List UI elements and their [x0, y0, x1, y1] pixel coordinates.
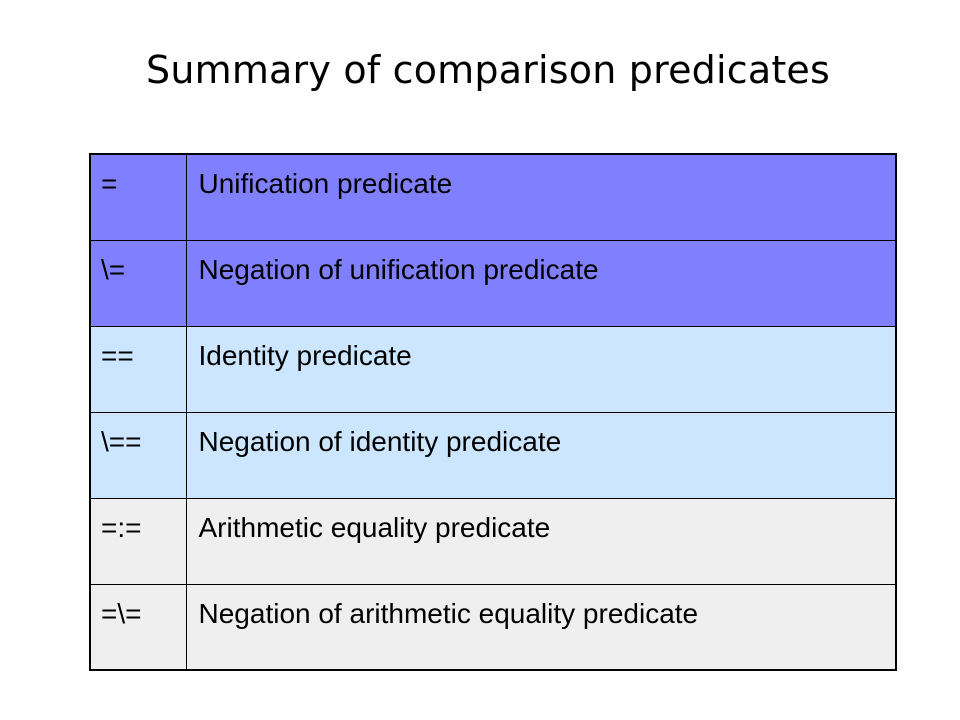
predicate-description: Identity predicate: [185, 325, 897, 413]
comparison-predicates-table: = Unification predicate \= Negation of u…: [89, 153, 897, 671]
predicate-description: Arithmetic equality predicate: [185, 497, 897, 585]
predicate-symbol: \==: [89, 411, 187, 499]
predicate-symbol: ==: [89, 325, 187, 413]
table-row: =\= Negation of arithmetic equality pred…: [89, 583, 897, 671]
predicate-symbol: =: [89, 153, 187, 241]
table-row: =:= Arithmetic equality predicate: [89, 497, 897, 585]
table-row: == Identity predicate: [89, 325, 897, 413]
slide-title: Summary of comparison predicates: [146, 48, 830, 92]
predicate-description: Negation of unification predicate: [185, 239, 897, 327]
predicate-description: Negation of arithmetic equality predicat…: [185, 583, 897, 671]
predicate-symbol: =\=: [89, 583, 187, 671]
table-row: \== Negation of identity predicate: [89, 411, 897, 499]
predicate-symbol: \=: [89, 239, 187, 327]
predicate-description: Negation of identity predicate: [185, 411, 897, 499]
predicate-symbol: =:=: [89, 497, 187, 585]
table-row: = Unification predicate: [89, 153, 897, 241]
table-row: \= Negation of unification predicate: [89, 239, 897, 327]
predicate-description: Unification predicate: [185, 153, 897, 241]
